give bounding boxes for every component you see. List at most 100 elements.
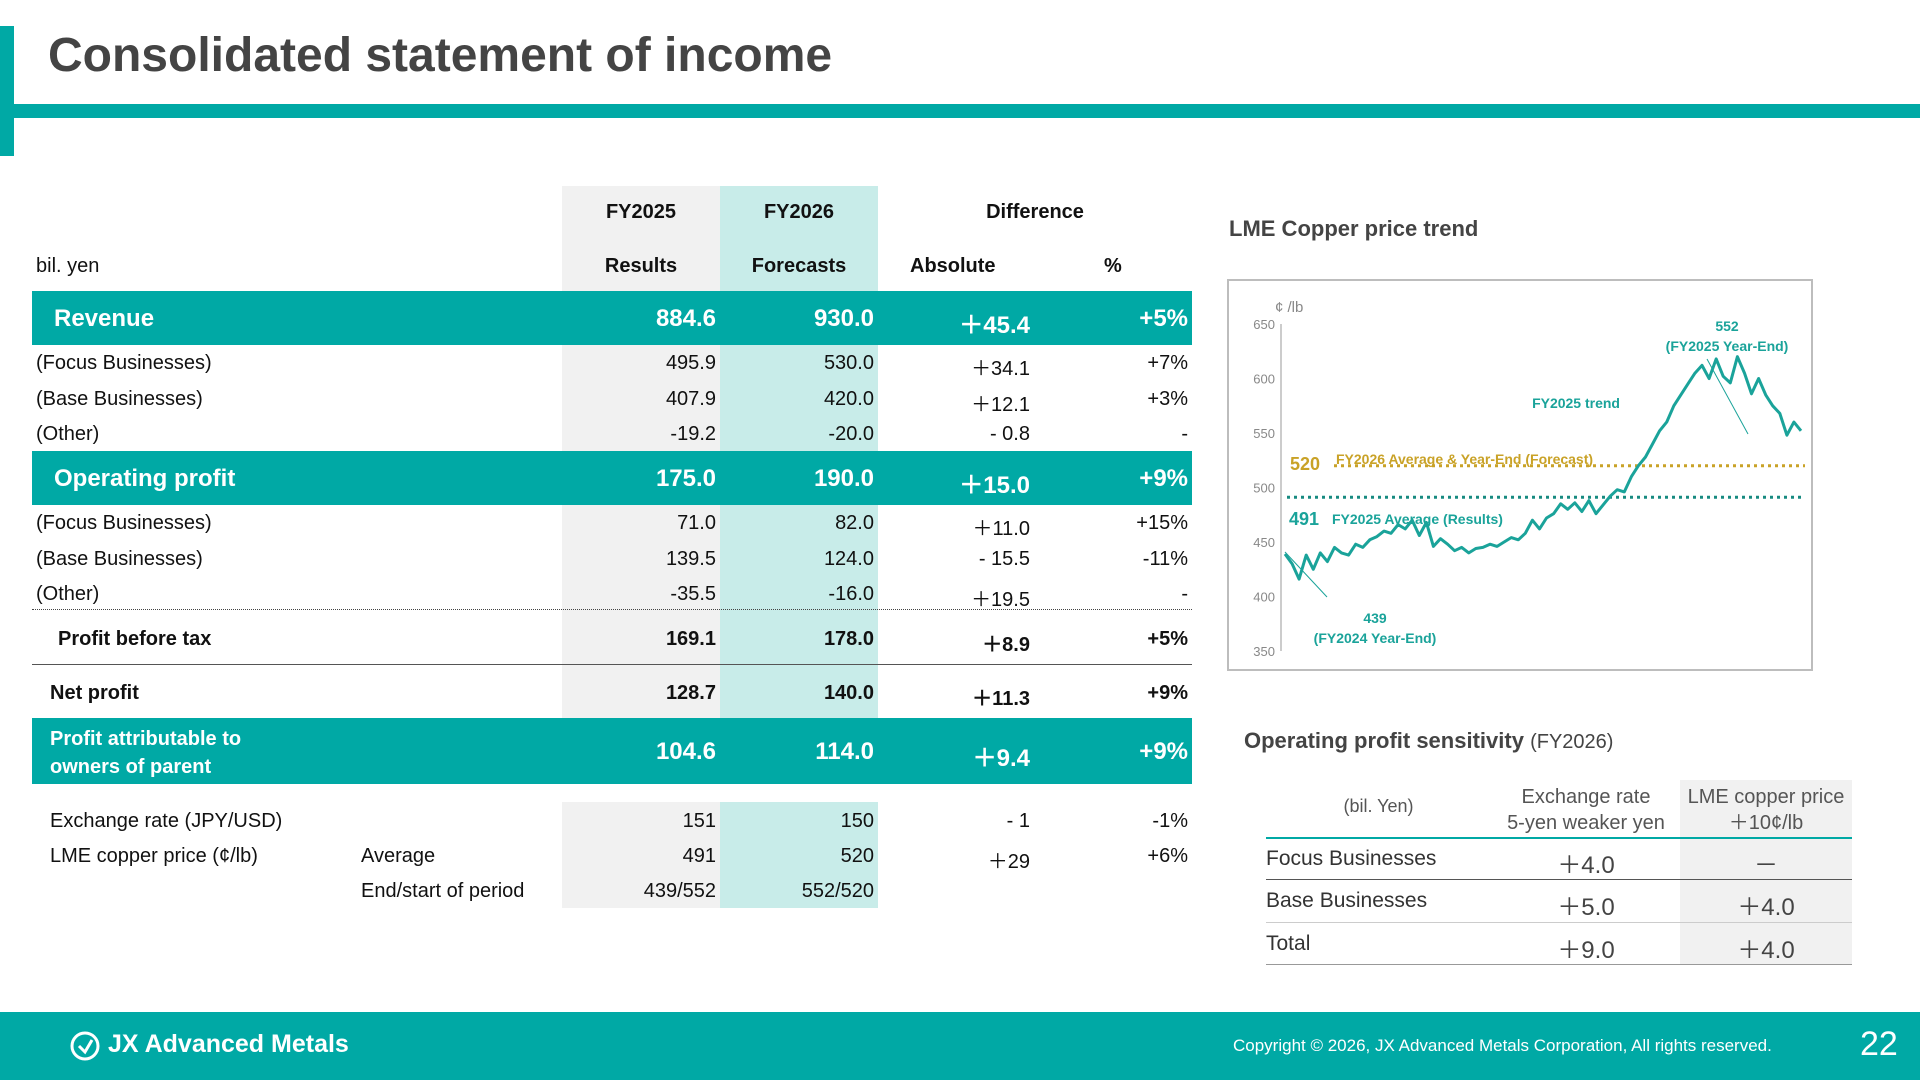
profit-before-tax-fy2026: 178.0 — [823, 628, 874, 650]
company-logo-icon — [70, 1031, 100, 1061]
y-tick-label: 550 — [1253, 426, 1275, 441]
profit-attributable-label: Profit attributable to owners of parent — [50, 725, 241, 781]
sensitivity-unit: (bil. Yen) — [1343, 796, 1414, 816]
col-subheader-absolute: Absolute — [910, 255, 996, 277]
row-fy2025: -35.5 — [670, 583, 716, 605]
row-label: (Other) — [36, 423, 100, 445]
revenue-percent: +5% — [1139, 305, 1188, 332]
net-profit-absolute: ＋11.3 — [972, 688, 1030, 710]
y-tick-label: 600 — [1253, 372, 1275, 387]
page-number: 22 — [1860, 1025, 1898, 1063]
lme-period-fy2026: 552/520 — [801, 880, 874, 902]
chart-unit-label: ¢ /lb — [1275, 299, 1303, 316]
divider — [32, 609, 1192, 610]
row-absolute: ＋12.1 — [971, 394, 1030, 416]
revenue-absolute: ＋45.4 — [959, 312, 1030, 339]
exchange-rate-absolute: - 1 — [1006, 810, 1030, 832]
profit-attributable-label-line2: owners of parent — [50, 756, 212, 778]
sensitivity-row-cu: ＋4.0 — [1737, 937, 1795, 964]
sensitivity-title-sub: (FY2026) — [1530, 731, 1614, 753]
lme-average-fy2025: 491 — [682, 845, 716, 867]
lme-average-absolute: ＋29 — [987, 851, 1030, 873]
row-label: (Base Businesses) — [36, 388, 203, 410]
average-line-label: FY2025 Average (Results) — [1332, 511, 1503, 527]
row-percent: +3% — [1147, 388, 1188, 410]
row-fy2025: 495.9 — [665, 352, 716, 374]
row-absolute: ＋19.5 — [971, 589, 1030, 611]
row-fy2025: -19.2 — [670, 423, 716, 445]
operating-profit-row — [32, 451, 1192, 505]
title-rule — [0, 104, 1920, 118]
title-accent-bar — [0, 26, 14, 156]
profit-before-tax-percent: +5% — [1147, 628, 1188, 650]
chart-title: LME Copper price trend — [1229, 216, 1479, 241]
sensitivity-row-cu: ＋4.0 — [1737, 894, 1795, 921]
annotation-552-value: 552 — [1715, 318, 1739, 334]
row-fy2026: 420.0 — [823, 388, 874, 410]
row-fy2026: 82.0 — [835, 512, 874, 534]
row-percent: - — [1181, 423, 1188, 445]
row-label: (Base Businesses) — [36, 548, 203, 570]
unit-label: bil. yen — [36, 255, 100, 277]
row-percent: -11% — [1142, 548, 1188, 570]
y-tick-label: 400 — [1253, 590, 1275, 605]
profit-attributable-row — [32, 718, 1192, 784]
exchange-rate-percent: -1% — [1152, 810, 1188, 832]
page-title: Consolidated statement of income — [48, 29, 833, 82]
annotation-439-label: (FY2024 Year-End) — [1314, 630, 1437, 646]
exchange-rate-label: Exchange rate (JPY/USD) — [50, 810, 283, 832]
revenue-row — [32, 291, 1192, 345]
lme-average-label: Average — [361, 845, 436, 867]
revenue-fy2025: 884.6 — [655, 305, 716, 332]
divider — [1266, 879, 1852, 880]
lme-period-label: End/start of period — [361, 880, 525, 902]
annotation-552-label: (FY2025 Year-End) — [1666, 338, 1789, 354]
lme-period-fy2025: 439/552 — [643, 880, 716, 902]
sensitivity-header-rule — [1266, 837, 1852, 839]
copper-price-chart: ¢ /lb 350 400 450 500 550 600 650 552 (FY2025 … — [1253, 299, 1805, 659]
exchange-rate-fy2026: 150 — [840, 810, 874, 832]
row-fy2026: 124.0 — [823, 548, 874, 570]
col-subheader-forecasts: Forecasts — [751, 255, 847, 277]
row-fy2025: 71.0 — [677, 512, 716, 534]
row-label: (Focus Businesses) — [36, 512, 212, 534]
lme-average-percent: +6% — [1147, 845, 1188, 867]
net-profit-percent: +9% — [1147, 682, 1188, 704]
operating-profit-fy2025: 175.0 — [655, 465, 716, 492]
exchange-rate-fy2025: 151 — [682, 810, 716, 832]
sensitivity-col-copper-line2: ＋10¢/lb — [1728, 812, 1804, 834]
y-tick-label: 350 — [1253, 644, 1275, 659]
trend-label: FY2025 trend — [1532, 395, 1620, 411]
row-absolute: - 15.5 — [978, 548, 1030, 570]
row-percent: - — [1181, 583, 1188, 605]
leader-line-439 — [1284, 551, 1328, 598]
profit-attributable-fy2025: 104.6 — [655, 738, 716, 765]
profit-attributable-fy2026: 114.0 — [815, 738, 874, 765]
sensitivity-col-exchange-line2: 5-yen weaker yen — [1507, 812, 1665, 834]
profit-attributable-label-line1: Profit attributable to — [50, 728, 242, 750]
sensitivity-col-exchange: Exchange rate 5-yen weaker yen — [1488, 784, 1684, 836]
row-fy2026: 530.0 — [823, 352, 874, 374]
sensitivity-col-exchange-line1: Exchange rate — [1521, 786, 1651, 808]
revenue-label: Revenue — [54, 305, 155, 332]
row-percent: +15% — [1136, 512, 1188, 534]
divider — [32, 664, 1192, 665]
profit-attributable-absolute: ＋9.4 — [972, 745, 1030, 772]
row-fy2026: -16.0 — [828, 583, 874, 605]
sensitivity-col-copper: LME copper price ＋10¢/lb — [1680, 784, 1852, 836]
forecast-line-label: FY2026 Average & Year-End (Forecast) — [1336, 451, 1593, 467]
operating-profit-percent: +9% — [1139, 465, 1188, 492]
lme-average-fy2026: 520 — [840, 845, 874, 867]
col-header-difference: Difference — [986, 201, 1084, 223]
col-subheader-percent: % — [1104, 255, 1122, 277]
sensitivity-row-label: Base Businesses — [1266, 889, 1428, 912]
row-absolute: - 0.8 — [989, 423, 1030, 445]
net-profit-fy2025: 128.7 — [665, 682, 716, 704]
sensitivity-row-cu: － — [1754, 852, 1778, 879]
net-profit-label: Net profit — [50, 682, 139, 704]
row-fy2026: -20.0 — [828, 423, 874, 445]
table-gap — [562, 784, 878, 802]
col-header-fy2025: FY2025 — [605, 201, 677, 223]
y-tick-label: 650 — [1253, 317, 1275, 332]
divider — [1266, 922, 1852, 923]
